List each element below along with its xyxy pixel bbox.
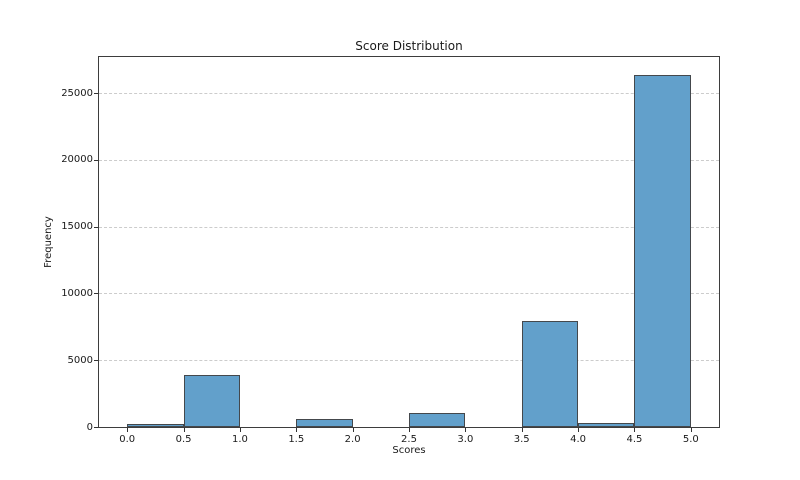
x-tick-label: 4.0 xyxy=(570,434,587,445)
x-tick-mark xyxy=(127,428,129,432)
chart-title: Score Distribution xyxy=(355,39,463,53)
x-tick-label: 4.5 xyxy=(626,434,643,445)
y-gridline xyxy=(99,159,719,161)
y-tick-label: 15000 xyxy=(61,221,93,233)
x-tick-mark xyxy=(634,428,636,432)
histogram-bar-4-4.5 xyxy=(578,423,635,427)
x-tick-label: 3.0 xyxy=(457,434,474,445)
histogram-bar-1.5-2 xyxy=(296,418,353,427)
y-tick-mark xyxy=(94,293,98,295)
x-axis-label: Scores xyxy=(392,445,426,456)
y-gridline xyxy=(99,226,719,228)
y-tick-mark xyxy=(94,226,98,228)
y-tick-label: 25000 xyxy=(61,87,93,99)
x-tick-label: 0.5 xyxy=(175,434,192,445)
x-tick-mark xyxy=(465,428,467,432)
x-tick-mark xyxy=(183,428,185,432)
x-tick-mark xyxy=(352,428,354,432)
histogram-bar-3.5-4 xyxy=(521,320,579,427)
x-tick-label: 2.0 xyxy=(344,434,361,445)
x-tick-label: 0.0 xyxy=(119,434,136,445)
y-tick-mark xyxy=(94,427,98,428)
histogram-bar-4.5-5 xyxy=(634,74,691,427)
x-tick-label: 3.5 xyxy=(513,434,530,445)
histogram-bar-2.5-3 xyxy=(409,412,466,427)
x-tick-mark xyxy=(296,428,298,432)
plot-area xyxy=(98,56,720,428)
y-tick-mark xyxy=(94,93,98,95)
histogram-bar-0.5-1 xyxy=(183,374,240,427)
x-tick-mark xyxy=(239,428,241,432)
x-tick-mark xyxy=(578,428,580,432)
y-tick-label: 0 xyxy=(86,421,93,433)
x-tick-label: 2.5 xyxy=(401,434,417,445)
y-tick-label: 10000 xyxy=(61,287,93,299)
y-tick-label: 5000 xyxy=(67,354,93,366)
y-gridline xyxy=(99,360,719,362)
x-tick-label: 1.0 xyxy=(231,434,248,445)
y-tick-label: 20000 xyxy=(61,154,93,166)
x-tick-label: 5.0 xyxy=(682,434,699,445)
histogram-bar-0-0.5 xyxy=(127,424,184,427)
axes-spines xyxy=(98,56,720,428)
y-tick-mark xyxy=(94,360,98,362)
x-tick-mark xyxy=(690,428,692,432)
x-tick-mark xyxy=(521,428,523,432)
y-gridline xyxy=(99,93,719,95)
x-tick-label: 1.5 xyxy=(288,434,305,445)
x-tick-mark xyxy=(409,428,410,432)
y-tick-mark xyxy=(94,159,98,161)
y-gridline xyxy=(99,293,719,295)
